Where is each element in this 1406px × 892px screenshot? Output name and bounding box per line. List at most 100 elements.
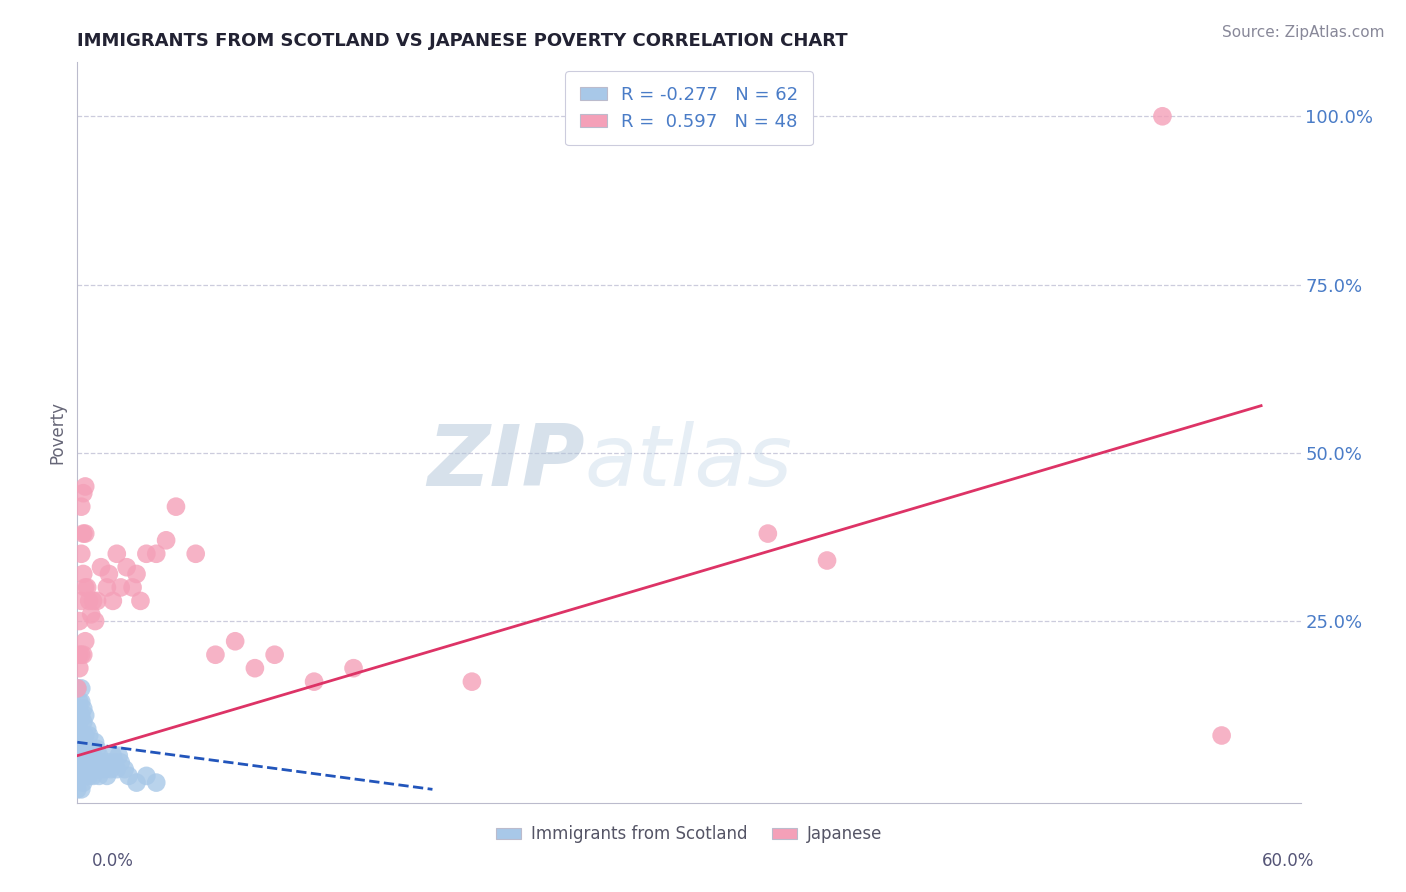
Point <box>90 762 112 776</box>
Point <box>70 695 93 709</box>
Point <box>70 648 93 662</box>
Point <box>76 581 98 595</box>
Point <box>66 782 89 797</box>
Point <box>155 533 177 548</box>
Point <box>90 560 112 574</box>
Point <box>145 547 167 561</box>
Point <box>80 762 103 776</box>
Point <box>75 581 97 595</box>
Point <box>101 594 124 608</box>
Text: 0.0%: 0.0% <box>91 852 134 870</box>
Point <box>72 486 94 500</box>
Point <box>756 526 779 541</box>
Point <box>84 614 107 628</box>
Point <box>97 756 120 770</box>
Point <box>97 566 120 581</box>
Point <box>145 775 167 789</box>
Point <box>77 594 100 608</box>
Point <box>105 762 128 776</box>
Point <box>84 735 107 749</box>
Point <box>75 479 97 493</box>
Point <box>86 762 108 776</box>
Point <box>77 729 100 743</box>
Point <box>87 748 110 763</box>
Point <box>100 762 122 776</box>
Point <box>76 742 98 756</box>
Text: Source: ZipAtlas.com: Source: ZipAtlas.com <box>1222 25 1385 40</box>
Point <box>243 661 266 675</box>
Point <box>67 614 90 628</box>
Text: ZIP: ZIP <box>427 421 585 504</box>
Point <box>66 681 89 696</box>
Point <box>67 729 90 743</box>
Point <box>72 775 94 789</box>
Point <box>86 742 108 756</box>
Point <box>82 594 104 608</box>
Point <box>72 566 94 581</box>
Point <box>72 714 94 729</box>
Point <box>104 756 127 770</box>
Point <box>101 748 124 763</box>
Point <box>67 769 90 783</box>
Point <box>72 701 94 715</box>
Point <box>70 547 93 561</box>
Point <box>86 594 108 608</box>
Point <box>66 762 89 776</box>
Point <box>75 769 97 783</box>
Text: 60.0%: 60.0% <box>1263 852 1315 870</box>
Point <box>114 762 136 776</box>
Point <box>70 782 93 797</box>
Point <box>70 769 93 783</box>
Point <box>80 742 103 756</box>
Point <box>77 748 100 763</box>
Point <box>75 634 97 648</box>
Point <box>66 742 89 756</box>
Point <box>125 566 148 581</box>
Point <box>82 769 104 783</box>
Point <box>91 756 114 770</box>
Point <box>77 769 100 783</box>
Point <box>82 748 104 763</box>
Point <box>72 526 94 541</box>
Point <box>184 547 207 561</box>
Point <box>70 729 93 743</box>
Point <box>110 756 132 770</box>
Point <box>121 581 143 595</box>
Point <box>70 742 93 756</box>
Legend: Immigrants from Scotland, Japanese: Immigrants from Scotland, Japanese <box>489 819 889 850</box>
Point <box>461 674 484 689</box>
Point <box>67 661 90 675</box>
Point <box>70 681 93 696</box>
Point <box>72 648 94 662</box>
Point <box>110 581 132 595</box>
Point <box>129 594 152 608</box>
Point <box>815 553 838 567</box>
Point <box>105 547 128 561</box>
Y-axis label: Poverty: Poverty <box>48 401 66 464</box>
Point <box>204 648 226 662</box>
Point <box>115 560 138 574</box>
Point <box>75 729 97 743</box>
Point <box>70 594 93 608</box>
Point <box>263 648 285 662</box>
Point <box>70 748 93 763</box>
Point <box>72 756 94 770</box>
Point <box>224 634 246 648</box>
Point <box>165 500 187 514</box>
Point <box>96 581 118 595</box>
Point <box>70 500 93 514</box>
Point <box>96 769 118 783</box>
Point <box>75 708 97 723</box>
Point <box>87 769 110 783</box>
Point <box>67 742 90 756</box>
Point <box>67 748 90 763</box>
Point <box>67 714 90 729</box>
Point <box>135 769 157 783</box>
Point <box>67 648 90 662</box>
Point <box>75 748 97 763</box>
Point <box>72 735 94 749</box>
Point <box>117 769 139 783</box>
Text: atlas: atlas <box>585 421 793 504</box>
Point <box>125 775 148 789</box>
Point <box>302 674 325 689</box>
